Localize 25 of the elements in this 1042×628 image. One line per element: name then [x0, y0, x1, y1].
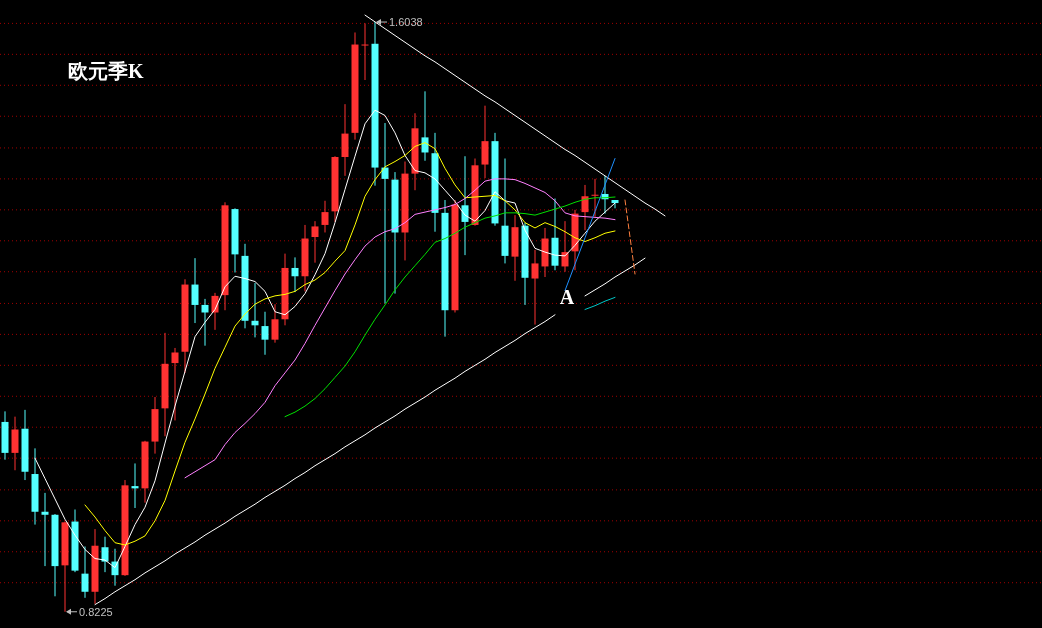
candlestick [101, 536, 109, 573]
annotation: A [559, 286, 575, 308]
candlestick [461, 155, 469, 256]
candlestick [381, 122, 389, 304]
candlestick [341, 103, 349, 177]
candlestick [531, 249, 539, 326]
text: 欧元季K [68, 60, 144, 82]
candlestick [271, 303, 279, 344]
annotation: 1.6038 [389, 15, 423, 28]
candlestick [581, 184, 589, 231]
candlestick [171, 347, 179, 421]
candlestick [611, 199, 619, 209]
candlestick [261, 311, 269, 356]
candlestick [41, 492, 49, 567]
candlestick [481, 105, 489, 179]
candlestick [321, 200, 329, 233]
candlestick [11, 416, 19, 471]
candlestick [191, 257, 199, 324]
candlestick [201, 298, 209, 347]
candlestick [311, 220, 319, 264]
annotation: 0.8225 [79, 605, 113, 618]
candlestick [291, 256, 299, 293]
candlestick [361, 22, 369, 81]
candlestick [81, 545, 89, 599]
candlestick [591, 178, 599, 218]
